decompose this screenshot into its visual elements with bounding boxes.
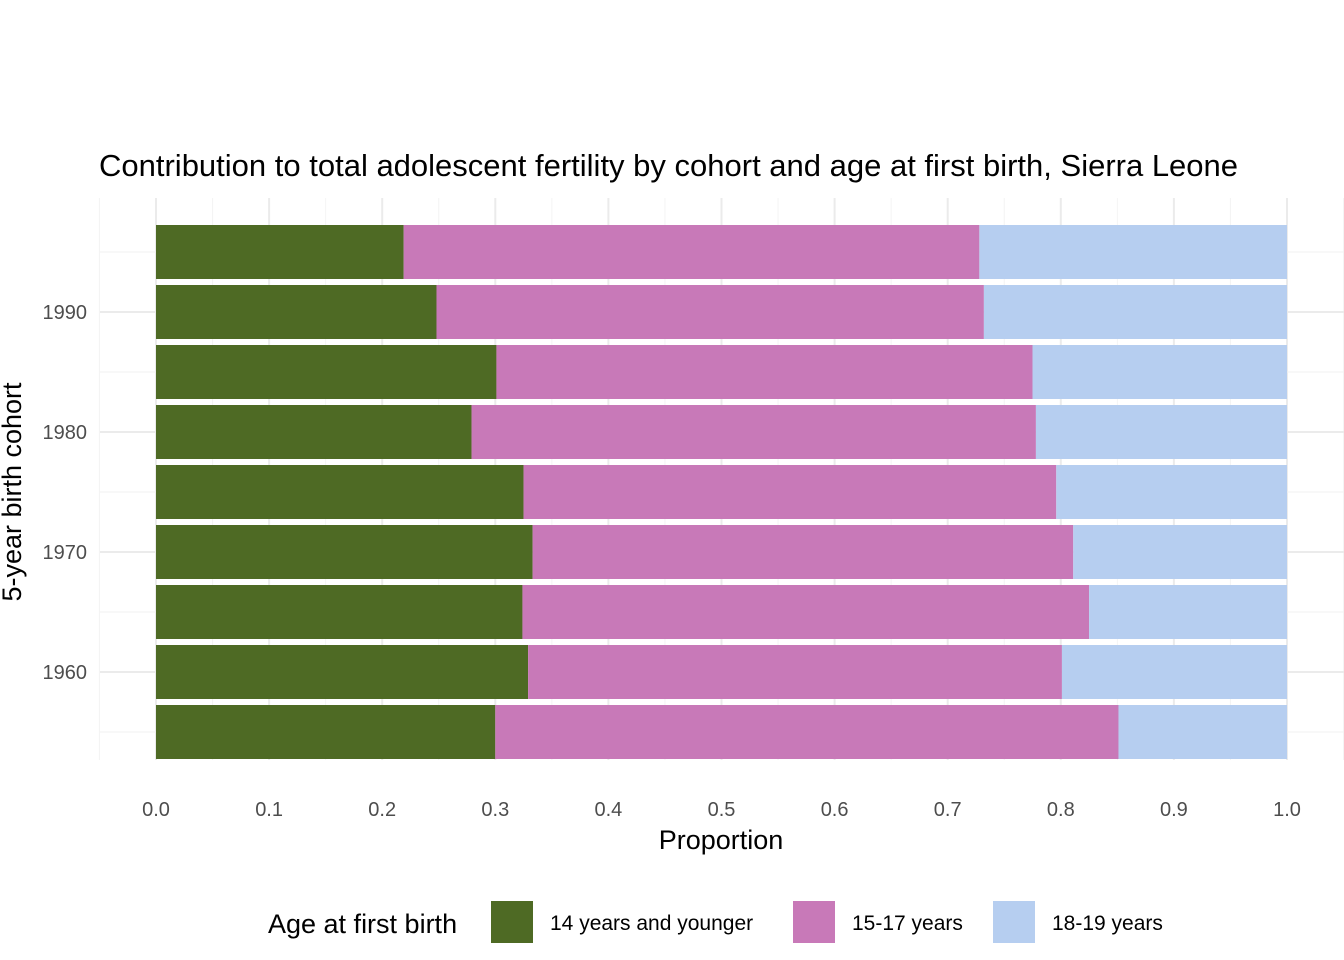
bar-1985-18-19-years	[1032, 345, 1287, 399]
bar-1975-14-years-and-younger	[156, 465, 524, 519]
bar-1965-15-17-years	[522, 585, 1090, 639]
legend-key-2	[993, 901, 1035, 943]
bar-1970-15-17-years	[532, 525, 1074, 579]
legend-label: 18-19 years	[1052, 912, 1163, 935]
bar-1955-14-years-and-younger	[156, 705, 496, 759]
legend-title: Age at first birth	[268, 909, 457, 939]
x-tick-labels: 0.0 0.1 0.2 0.3 0.4 0.5 0.6 0.7 0.8 0.9 1.0	[142, 799, 1301, 821]
bar-1990-14-years-and-younger	[156, 285, 437, 339]
x-tick-label: 0.7	[934, 799, 962, 821]
bar-1970-18-19-years	[1073, 525, 1287, 579]
bar-1990-15-17-years	[436, 285, 984, 339]
x-tick-label: 0.0	[142, 799, 170, 821]
bar-1990-18-19-years	[983, 285, 1287, 339]
x-tick-label: 0.2	[368, 799, 396, 821]
bar-1980-18-19-years	[1035, 405, 1287, 459]
bar-1975-18-19-years	[1056, 465, 1287, 519]
x-tick-label: 0.8	[1047, 799, 1075, 821]
bar-1995-14-years-and-younger	[156, 225, 404, 279]
y-tick-label: 1990	[43, 302, 88, 324]
y-tick-label: 1980	[43, 422, 88, 444]
y-tick-labels: 1960 1970 1980 1990	[43, 302, 88, 684]
legend: Age at first birth 14 years and younger 1…	[268, 901, 1163, 943]
bar-1960-14-years-and-younger	[156, 645, 529, 699]
bar-1955-18-19-years	[1118, 705, 1287, 759]
legend-label: 15-17 years	[852, 912, 963, 935]
x-tick-label: 0.4	[594, 799, 622, 821]
x-tick-label: 0.9	[1160, 799, 1188, 821]
legend-key-0	[491, 901, 533, 943]
x-tick-label: 0.5	[708, 799, 736, 821]
x-axis-label: Proportion	[659, 825, 784, 855]
bar-1995-15-17-years	[403, 225, 980, 279]
x-tick-label: 0.1	[255, 799, 283, 821]
bar-1960-18-19-years	[1061, 645, 1287, 699]
bar-1955-15-17-years	[495, 705, 1119, 759]
bar-1995-18-19-years	[979, 225, 1287, 279]
legend-label: 14 years and younger	[550, 912, 753, 935]
chart-title: Contribution to total adolescent fertili…	[99, 148, 1238, 183]
bar-1985-14-years-and-younger	[156, 345, 497, 399]
bar-1960-15-17-years	[528, 645, 1062, 699]
x-tick-label: 1.0	[1273, 799, 1301, 821]
y-tick-label: 1970	[43, 542, 88, 564]
bar-1965-14-years-and-younger	[156, 585, 523, 639]
y-axis-label: 5-year birth cohort	[0, 382, 27, 602]
y-tick-label: 1960	[43, 662, 88, 684]
bar-1970-14-years-and-younger	[156, 525, 533, 579]
bar-1985-15-17-years	[496, 345, 1033, 399]
x-tick-label: 0.6	[821, 799, 849, 821]
bar-1980-14-years-and-younger	[156, 405, 472, 459]
legend-key-1	[793, 901, 835, 943]
x-tick-label: 0.3	[481, 799, 509, 821]
bar-1980-15-17-years	[471, 405, 1036, 459]
bar-1975-15-17-years	[523, 465, 1057, 519]
bars	[156, 225, 1287, 759]
bar-1965-18-19-years	[1089, 585, 1287, 639]
